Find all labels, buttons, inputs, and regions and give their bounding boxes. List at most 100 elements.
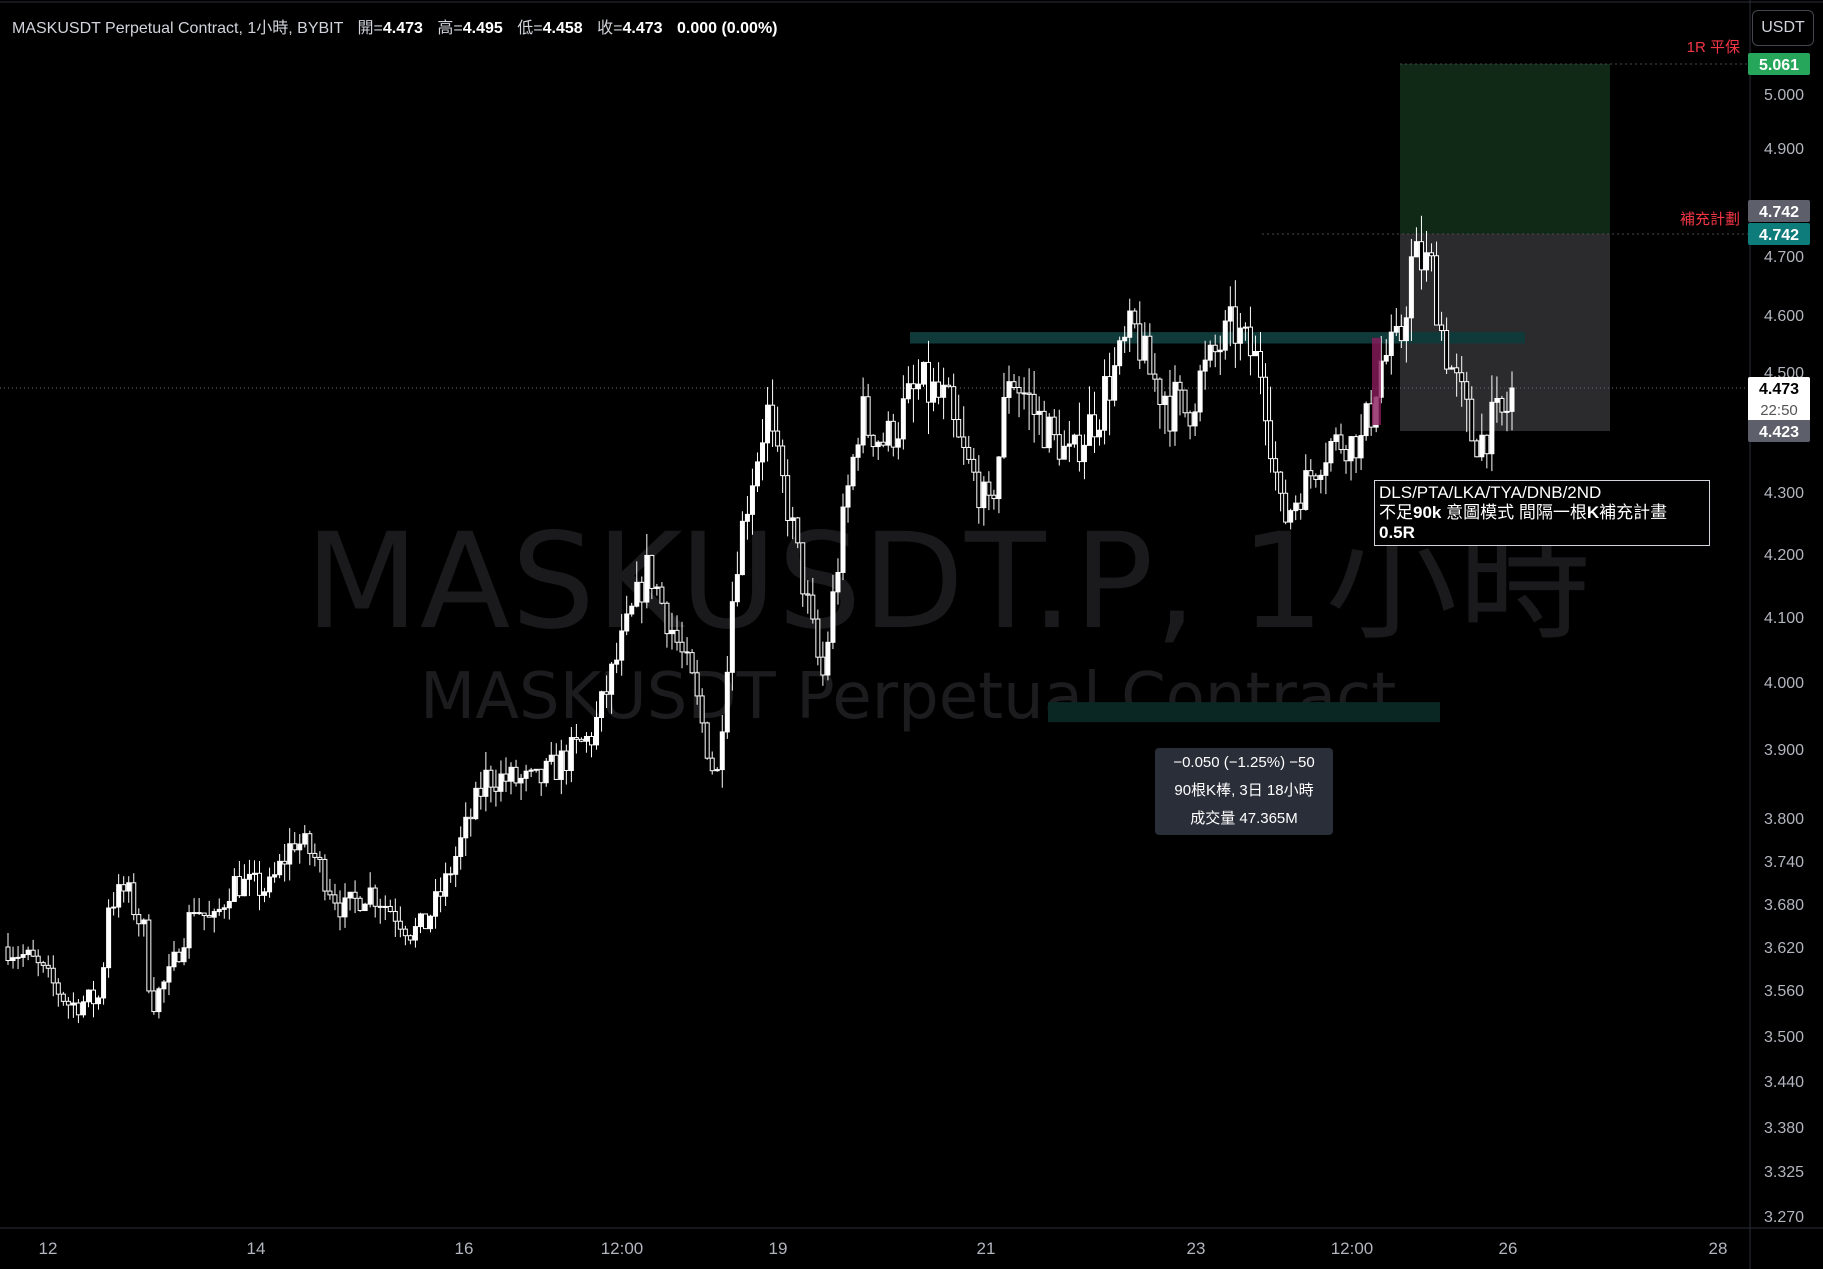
candle-body	[654, 586, 660, 589]
measure-change: −0.050 (−1.25%) −50	[1173, 754, 1315, 771]
price-tick-label: 4.900	[1764, 141, 1804, 158]
candle-body	[1192, 411, 1198, 427]
candle-body	[272, 874, 278, 878]
time-tick-label: 28	[1709, 1239, 1728, 1258]
candle-body	[709, 757, 715, 772]
price-tick-label: 3.800	[1764, 811, 1804, 828]
candle-body	[35, 955, 41, 964]
candle-body	[1031, 393, 1037, 415]
resistance-zone	[910, 332, 1525, 344]
candle-body	[1092, 414, 1098, 438]
candle-body	[377, 905, 383, 908]
candle-body	[684, 651, 690, 654]
candle-body	[890, 420, 896, 448]
candle-body	[1222, 320, 1228, 351]
candle-body	[518, 777, 524, 784]
candle-body	[1263, 376, 1269, 422]
candle-body	[322, 858, 328, 892]
candle-body	[96, 997, 102, 1005]
change-value: 0.000 (0.00%)	[676, 20, 778, 37]
candle-body	[1142, 335, 1148, 361]
candle-body	[337, 902, 343, 918]
time-tick-label: 26	[1499, 1239, 1518, 1258]
candle-body	[1257, 350, 1263, 378]
measure-bars: 90根K棒, 3日 18小時	[1174, 782, 1314, 799]
candle-body	[70, 1002, 76, 1006]
candle-body	[387, 905, 393, 913]
candle-body	[1333, 434, 1339, 442]
candle-body	[1112, 365, 1118, 401]
candle-body	[121, 884, 127, 892]
candle-body	[488, 769, 494, 788]
candle-body	[961, 436, 967, 448]
note-line-3: 0.5R	[1379, 523, 1415, 542]
candle-body	[1273, 458, 1279, 473]
candle-body	[956, 419, 962, 438]
candle-body	[694, 672, 700, 697]
target-price-tag: 5.061	[1759, 57, 1799, 74]
candle-body	[1232, 306, 1238, 344]
candle-body	[1383, 355, 1389, 362]
candle-body	[1308, 470, 1314, 477]
candle-body	[146, 919, 152, 992]
candle-body	[392, 911, 398, 922]
price-tick-label: 3.620	[1764, 940, 1804, 957]
current-price-tag-bg	[1748, 377, 1810, 421]
candle-body	[221, 907, 227, 910]
candle-body	[915, 383, 921, 390]
candle-body	[15, 956, 21, 959]
candle-body	[1182, 389, 1188, 414]
candle-body	[1449, 367, 1455, 370]
time-tick-label: 12:00	[601, 1239, 644, 1258]
candle-body	[181, 947, 187, 963]
candle-body	[1479, 434, 1485, 458]
candle-body	[830, 591, 836, 643]
candle-body	[599, 691, 605, 719]
candle-body	[739, 520, 745, 576]
candle-body	[1187, 412, 1193, 427]
candle-body	[780, 445, 786, 477]
candle-body	[422, 913, 428, 930]
time-tick-label: 16	[455, 1239, 474, 1258]
currency-button[interactable]: USDT	[1752, 10, 1814, 46]
candle-body	[749, 485, 755, 515]
price-tick-label: 4.200	[1764, 547, 1804, 564]
target-price-tag-bg	[1748, 53, 1810, 75]
candle-body	[65, 1000, 71, 1006]
candle-body	[754, 461, 760, 487]
candle-body	[1086, 414, 1092, 446]
text-note[interactable]: DLS/PTA/LKA/TYA/DNB/2ND 不足90k 意圖模式 間隔一根K…	[1374, 480, 1710, 546]
entry-price-tag-bg	[1748, 223, 1810, 245]
candle-body	[900, 398, 906, 440]
candle-body	[795, 517, 801, 544]
candle-body	[850, 456, 856, 487]
candle-body	[1388, 331, 1394, 357]
candle-body	[262, 891, 268, 896]
candle-body	[1489, 401, 1495, 455]
candle-body	[1413, 241, 1419, 258]
candle-body	[981, 481, 987, 509]
candle-body	[448, 873, 454, 876]
price-tick-label: 5.000	[1764, 87, 1804, 104]
candle-body	[1097, 429, 1103, 438]
candle-body	[236, 876, 242, 897]
time-tick-label: 12	[39, 1239, 58, 1258]
candle-body	[624, 613, 630, 632]
candle-body	[1001, 396, 1007, 458]
high-value: 4.495	[462, 20, 503, 37]
candle-body	[1398, 325, 1404, 342]
candle-body	[583, 735, 589, 742]
candle-body	[785, 475, 791, 521]
candle-body	[50, 967, 56, 984]
candle-body	[1162, 395, 1168, 406]
candle-body	[1283, 492, 1289, 523]
candle-body	[1338, 434, 1344, 451]
candle-body	[1207, 344, 1213, 361]
candle-body	[1122, 336, 1128, 342]
candle-body	[91, 989, 97, 1005]
candle-body	[609, 663, 615, 695]
candle-body	[1237, 327, 1243, 344]
price-tick-label: 3.440	[1764, 1074, 1804, 1091]
